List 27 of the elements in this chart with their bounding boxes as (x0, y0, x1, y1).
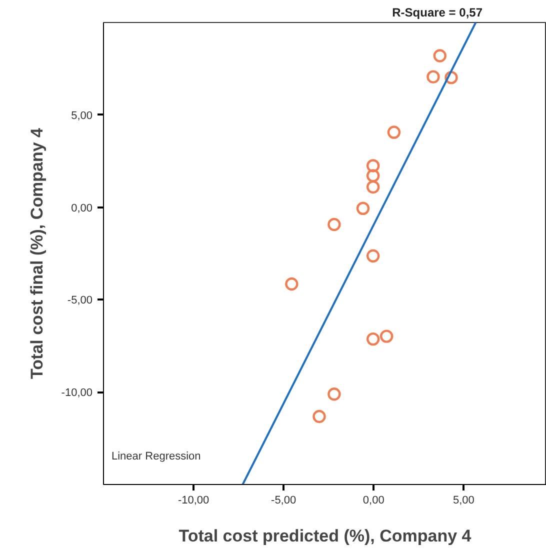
text: R-Square = 0,57 (392, 6, 483, 20)
x-axis-title: Total cost predicted (%), Company 4 (178, 526, 472, 546)
y-tick-label: -10,00 (61, 387, 93, 400)
annotation: Linear Regression (112, 450, 201, 462)
point (387, 126, 401, 139)
point (312, 410, 326, 424)
x-tick-label: -10,00 (178, 494, 210, 506)
point (285, 277, 298, 291)
point (426, 70, 440, 84)
point (433, 49, 446, 62)
point (366, 159, 380, 172)
x-tick-label: 0,00 (362, 494, 384, 506)
x-tick-label: -5,00 (271, 494, 296, 506)
point (444, 70, 458, 84)
point (356, 202, 370, 215)
y-tick-label: -5,00 (67, 294, 93, 307)
point (380, 330, 394, 343)
point (366, 332, 380, 346)
y-tick-label: 5,00 (71, 110, 93, 122)
point (328, 218, 341, 232)
x-tick-label: 5,00 (452, 494, 474, 506)
y-axis-title: Total cost final (%), Company 4 (27, 127, 46, 379)
point (328, 388, 341, 401)
point (366, 180, 380, 194)
point (366, 249, 380, 262)
y-tick-label: 0,00 (71, 202, 93, 214)
point (366, 169, 380, 182)
